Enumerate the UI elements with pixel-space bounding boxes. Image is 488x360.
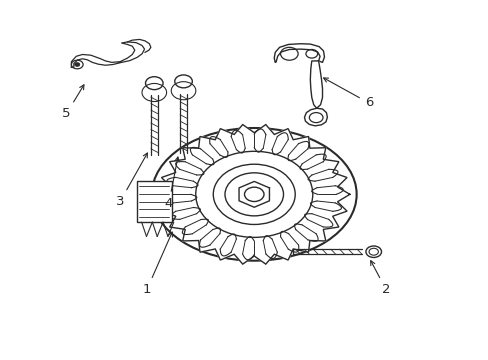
Polygon shape	[158, 125, 349, 264]
FancyBboxPatch shape	[137, 181, 171, 222]
Polygon shape	[304, 61, 327, 126]
Text: 6: 6	[323, 78, 372, 109]
Ellipse shape	[152, 128, 356, 261]
Text: 5: 5	[62, 85, 84, 120]
Polygon shape	[71, 42, 144, 67]
Text: 4: 4	[164, 157, 179, 210]
Text: 2: 2	[370, 261, 389, 296]
Text: 3: 3	[116, 153, 147, 208]
Polygon shape	[274, 44, 324, 62]
Polygon shape	[239, 181, 269, 207]
Text: 1: 1	[142, 232, 172, 296]
Circle shape	[75, 63, 80, 66]
